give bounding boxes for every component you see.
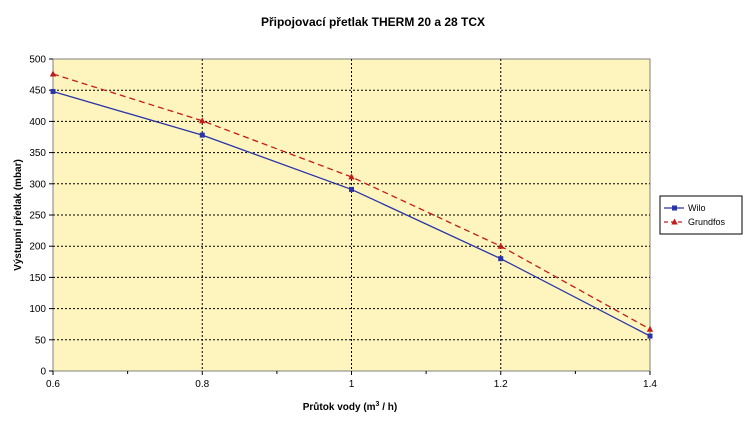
y-tick-label: 400 — [29, 117, 46, 128]
x-tick-label: 0.6 — [46, 379, 60, 390]
y-tick-label: 250 — [29, 211, 46, 222]
legend-label-wilo: Wilo — [688, 203, 706, 213]
chart-title: Připojovací přetlak THERM 20 a 28 TCX — [261, 15, 485, 29]
y-tick-label: 200 — [29, 242, 46, 253]
x-axis-title-sup: 3 — [376, 401, 380, 408]
x-tick-label: 1.4 — [643, 379, 657, 390]
legend-items: Wilo Grundfos — [664, 203, 726, 227]
legend: Wilo Grundfos — [659, 195, 743, 235]
x-axis-ticks: 0.6 0.8 1 1.2 1.4 — [46, 371, 657, 390]
y-tick-label: 350 — [29, 148, 46, 159]
data-point-wilo — [199, 132, 205, 138]
x-axis-title-main: Průtok vody (m — [303, 401, 376, 413]
data-point-wilo — [50, 88, 56, 94]
legend-marker-grundfos — [671, 218, 678, 225]
x-tick-label: 1 — [349, 379, 355, 390]
data-point-grundfos — [497, 242, 504, 249]
data-point-grundfos — [49, 70, 57, 77]
x-tick-label: 1.2 — [494, 379, 508, 390]
y-tick-label: 450 — [29, 86, 46, 97]
y-axis-ticks: 0 50 100 150 200 250 300 350 400 450 500 — [29, 55, 53, 378]
data-point-grundfos — [646, 325, 654, 332]
data-point-wilo — [498, 256, 504, 262]
x-axis-title: Průtok vody (m3 / h) — [303, 401, 397, 413]
series-lines — [49, 70, 654, 339]
legend-box — [659, 195, 743, 235]
data-point-wilo — [349, 186, 354, 192]
grid-lines — [53, 59, 650, 371]
y-tick-label: 300 — [29, 179, 46, 190]
data-point-wilo — [647, 333, 653, 339]
legend-marker-wilo — [672, 205, 677, 211]
y-tick-label: 500 — [29, 55, 46, 66]
x-axis-title-end: / h) — [379, 402, 397, 413]
y-axis-title: Výstupní přetlak (mbar) — [13, 159, 24, 271]
y-tick-label: 50 — [35, 335, 47, 346]
y-tick-label: 100 — [29, 304, 46, 315]
legend-label-grundfos: Grundfos — [688, 217, 726, 227]
y-tick-label: 0 — [40, 367, 46, 378]
data-point-grundfos — [348, 173, 355, 180]
y-tick-label: 150 — [29, 273, 46, 284]
data-point-grundfos — [199, 117, 206, 124]
x-tick-label: 0.8 — [195, 379, 209, 390]
